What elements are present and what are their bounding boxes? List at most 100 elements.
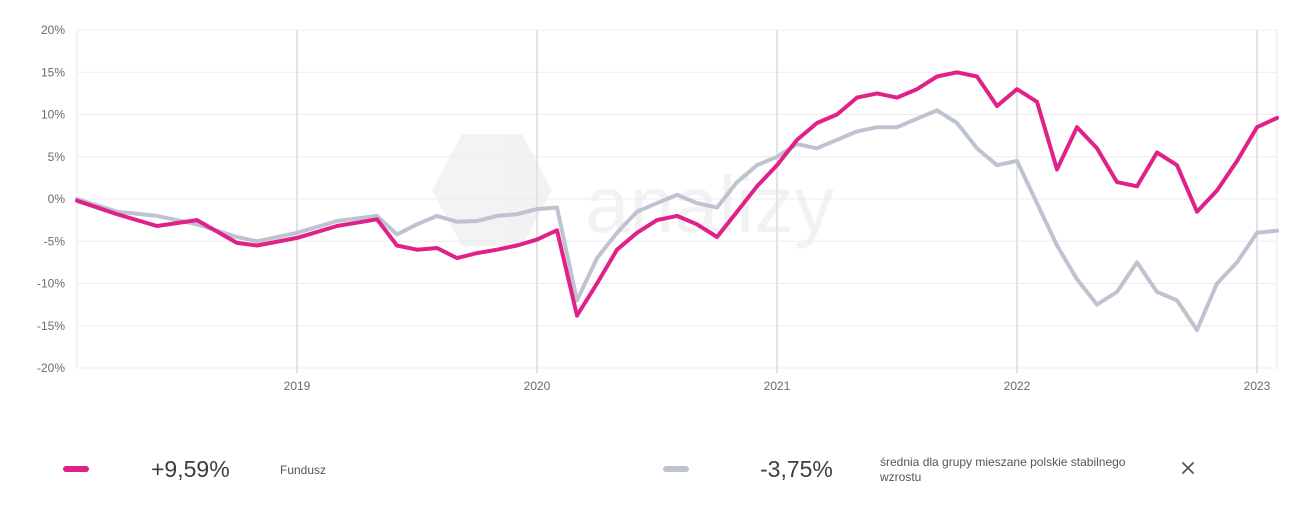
fund-data-point <box>655 218 659 222</box>
group-data-point <box>1175 298 1179 303</box>
x-tick-label: 2022 <box>1004 379 1031 393</box>
fund-data-point <box>635 231 639 235</box>
fund-data-point <box>955 70 959 75</box>
line-chart: analizy 20% 15% 10% 5% 0% -5% -10% -15% -20% 201… <box>37 23 1279 393</box>
group-data-point <box>1255 231 1259 235</box>
legend-group-label-line1: średnia dla grupy mieszane polskie stabi… <box>880 455 1126 469</box>
group-data-point <box>935 108 939 113</box>
fund-data-point <box>935 74 939 79</box>
group-data-point <box>295 231 299 235</box>
legend-group-value: -3,75% <box>760 456 833 482</box>
series-line-fund <box>75 70 1279 318</box>
group-data-point <box>955 121 959 125</box>
legend-group-label-line2: wzrostu <box>880 470 922 484</box>
fund-data-point <box>1015 87 1019 91</box>
y-tick-label: 0% <box>48 192 66 206</box>
fund-data-point <box>775 163 779 167</box>
group-data-point <box>635 209 639 214</box>
group-data-point <box>895 125 899 129</box>
x-tick-label: 2023 <box>1244 379 1271 393</box>
fund-data-point <box>575 313 579 318</box>
fund-data-point <box>995 104 999 108</box>
fund-data-point <box>715 235 719 239</box>
group-data-point <box>775 155 779 159</box>
group-data-point <box>375 214 379 218</box>
legend-group-label: średnia dla grupy mieszane polskie stabi… <box>880 455 1125 485</box>
fund-data-point <box>335 224 339 228</box>
legend-fund-label: Fundusz <box>280 463 327 477</box>
fund-data-point <box>475 251 479 255</box>
fund-data-point <box>155 224 159 228</box>
group-data-point <box>715 205 719 210</box>
group-data-point <box>695 201 699 205</box>
x-tick-label: 2021 <box>764 379 791 393</box>
fund-data-point <box>1095 146 1099 151</box>
y-tick-label: 15% <box>41 65 65 79</box>
legend-group: -3,75% średnia dla grupy mieszane polski… <box>0 452 1170 488</box>
fund-data-point <box>1195 209 1199 214</box>
y-tick-label: -15% <box>37 319 65 333</box>
group-data-point <box>1235 260 1239 265</box>
fund-data-point <box>255 243 259 248</box>
group-data-point <box>255 239 259 244</box>
group-data-point <box>1035 201 1039 205</box>
fund-data-point <box>1235 159 1239 163</box>
fund-data-point <box>875 91 879 96</box>
group-data-point <box>835 138 839 142</box>
fund-data-point <box>295 236 299 240</box>
group-data-point <box>655 201 659 205</box>
fund-data-point <box>515 243 519 248</box>
fund-data-point <box>695 222 699 227</box>
legend-group-swatch <box>663 466 689 472</box>
group-data-point <box>615 231 619 235</box>
group-data-point <box>815 146 819 151</box>
group-data-point <box>1275 228 1279 233</box>
watermark-hexagon-shape <box>432 134 552 246</box>
group-data-point <box>475 219 479 223</box>
group-data-point <box>675 193 679 197</box>
group-data-point <box>435 214 439 218</box>
close-icon[interactable] <box>1178 458 1198 478</box>
group-data-point <box>195 222 199 227</box>
fund-data-point <box>1215 188 1219 193</box>
group-data-point <box>495 214 499 218</box>
fund-data-point <box>1255 125 1259 129</box>
group-data-point <box>335 219 339 223</box>
fund-data-point <box>455 256 459 260</box>
fund-data-point <box>1075 125 1079 129</box>
group-data-point <box>915 116 919 121</box>
fund-data-point <box>1275 116 1279 120</box>
analizy-watermark-logo: analizy <box>432 134 834 249</box>
group-data-point <box>455 220 459 224</box>
x-tick-label: 2020 <box>524 379 551 393</box>
fund-data-point <box>435 246 439 250</box>
group-data-point <box>1075 277 1079 282</box>
legend-fund-swatch <box>63 466 89 472</box>
fund-data-point <box>75 198 79 203</box>
group-data-point <box>575 298 579 303</box>
group-data-point <box>1135 260 1139 265</box>
fund-data-point <box>555 228 559 233</box>
legend-fund: +9,59% Fundusz <box>0 452 400 488</box>
group-data-point <box>1115 290 1119 294</box>
fund-data-point <box>395 243 399 248</box>
fund-data-point <box>735 209 739 214</box>
fund-data-point <box>615 247 619 252</box>
fund-data-point <box>495 247 499 252</box>
y-tick-label: 5% <box>48 150 66 164</box>
fund-data-point <box>755 184 759 189</box>
fund-data-point <box>595 281 599 286</box>
legend-fund-value: +9,59% <box>151 456 230 482</box>
group-data-point <box>755 163 759 167</box>
fund-data-point <box>235 241 239 245</box>
y-tick-label: -20% <box>37 361 65 375</box>
fund-data-point <box>375 217 379 222</box>
y-tick-label: 10% <box>41 108 65 122</box>
group-data-point <box>235 235 239 239</box>
y-tick-label: 20% <box>41 23 65 37</box>
fund-data-point <box>1155 150 1159 155</box>
x-tick-label: 2019 <box>284 379 311 393</box>
group-data-point <box>735 180 739 184</box>
fund-data-point <box>1115 180 1119 184</box>
group-data-point <box>1095 302 1099 307</box>
